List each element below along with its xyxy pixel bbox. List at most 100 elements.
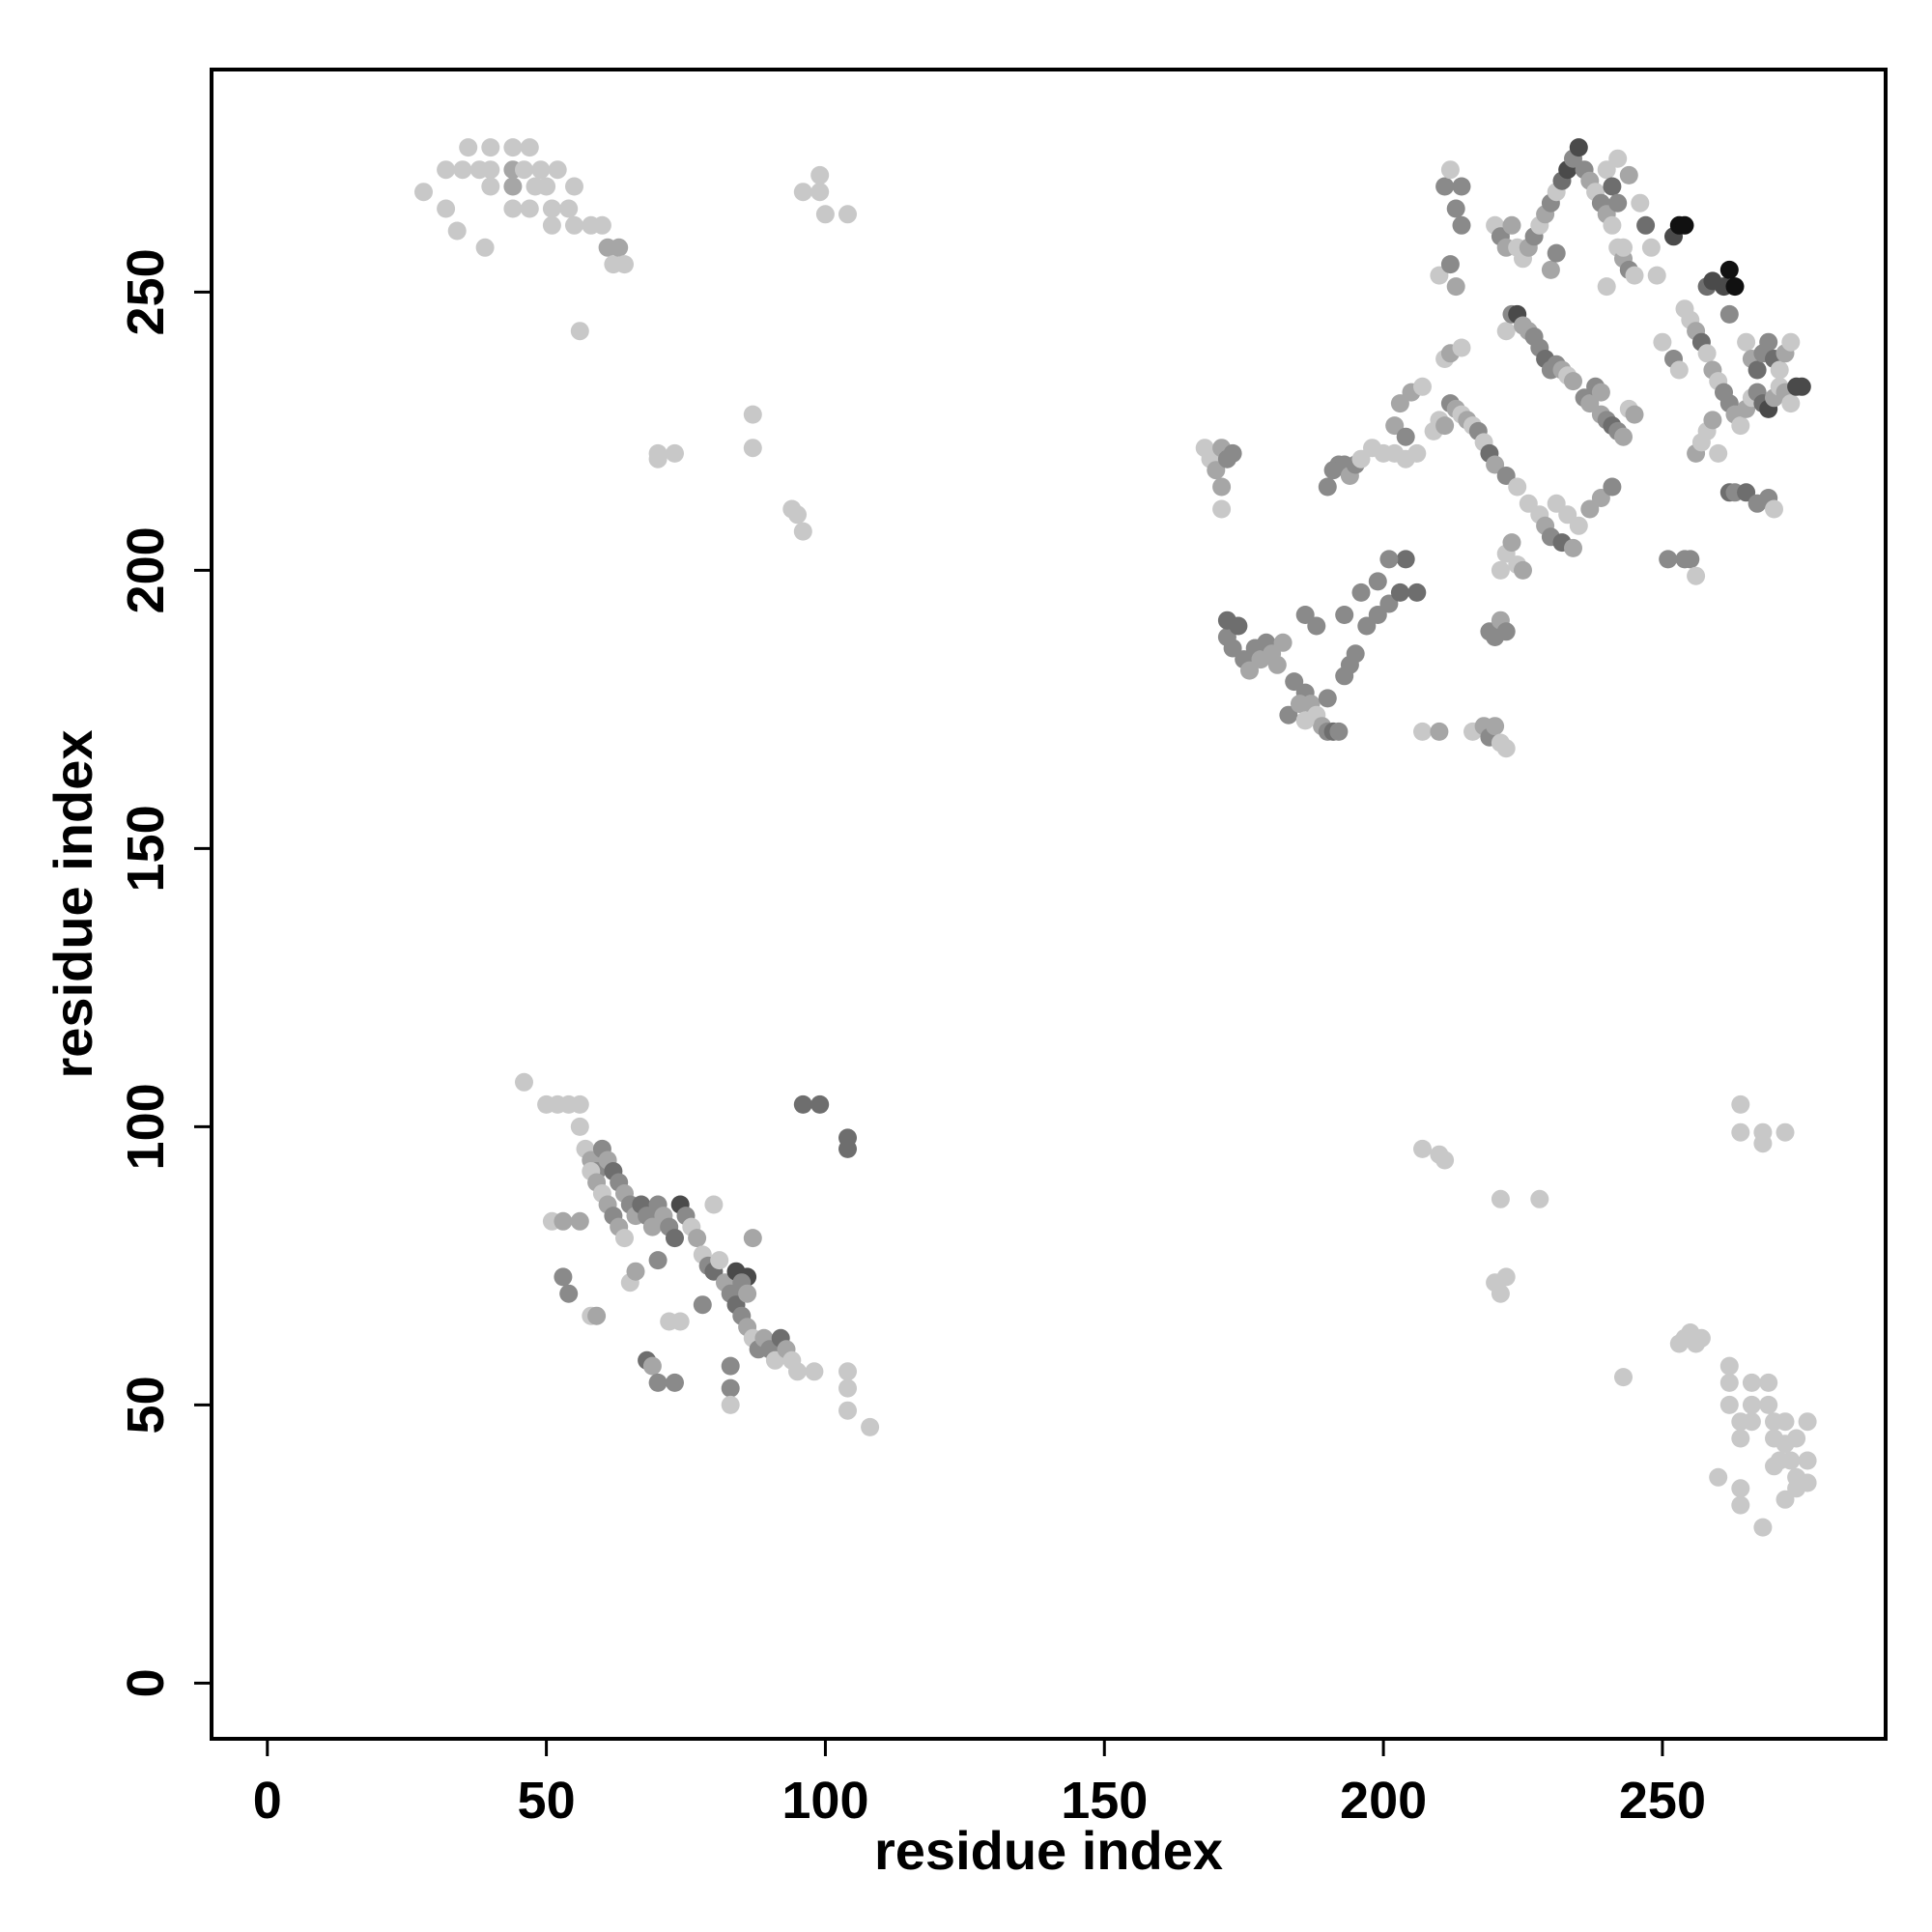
data-point [1430, 266, 1449, 285]
data-point [1647, 266, 1666, 285]
data-point [565, 215, 583, 235]
data-point [1390, 394, 1409, 413]
data-point [1737, 332, 1756, 352]
data-point [1486, 455, 1505, 474]
data-point [1653, 332, 1672, 352]
y-axis-title: residue index [43, 729, 103, 1078]
data-point [1496, 622, 1516, 641]
data-point [1502, 215, 1521, 235]
x-tick-label: 0 [253, 1772, 282, 1830]
data-point [1547, 243, 1566, 263]
data-point [642, 1217, 662, 1236]
data-point [475, 238, 495, 257]
data-point [861, 1417, 880, 1436]
x-tick-label: 50 [518, 1772, 576, 1830]
data-point [1440, 160, 1460, 180]
data-point [1491, 1189, 1510, 1208]
data-point [648, 1373, 668, 1392]
data-point [1318, 477, 1337, 497]
data-point [1742, 1373, 1761, 1392]
data-point [721, 1378, 740, 1398]
data-point [1681, 550, 1700, 569]
data-point [1240, 661, 1259, 680]
data-point [1608, 149, 1628, 168]
data-point [1564, 538, 1582, 557]
data-point [1212, 499, 1232, 519]
data-point [1591, 489, 1610, 507]
data-point [1564, 372, 1582, 391]
data-point [1580, 394, 1600, 413]
data-point [1747, 360, 1767, 380]
data-point [743, 1229, 762, 1248]
data-point [1273, 633, 1293, 652]
data-point [1787, 1429, 1806, 1448]
data-point [1725, 277, 1745, 297]
data-point [1608, 193, 1628, 213]
data-point [1597, 160, 1616, 180]
data-point [1597, 277, 1616, 297]
data-point [615, 1229, 634, 1248]
data-point [1770, 360, 1789, 380]
data-point [1731, 1122, 1750, 1142]
data-point [1407, 443, 1427, 463]
data-point [1719, 1373, 1739, 1392]
data-point [788, 1362, 807, 1381]
data-point [559, 1284, 579, 1303]
data-point [1329, 722, 1349, 741]
data-point [838, 205, 857, 224]
y-tick-label: 50 [117, 1376, 175, 1434]
data-point [1307, 616, 1326, 636]
data-point [838, 1401, 857, 1420]
data-point [503, 199, 523, 218]
data-point [693, 1295, 712, 1315]
x-tick-label: 100 [781, 1772, 868, 1830]
data-point [1396, 427, 1415, 446]
data-point [1430, 722, 1449, 741]
x-axis-title: residue index [874, 1820, 1223, 1881]
data-point [1603, 477, 1622, 497]
data-point [570, 1094, 589, 1114]
data-point [515, 160, 533, 180]
data-point [503, 177, 523, 196]
data-point [1435, 1151, 1455, 1170]
data-point [1452, 215, 1471, 235]
data-point [414, 183, 433, 202]
x-tick-label: 150 [1061, 1772, 1148, 1830]
data-point [481, 177, 500, 196]
data-point [721, 1395, 740, 1414]
data-point [1719, 1356, 1739, 1376]
data-point [1781, 332, 1801, 352]
data-point [1709, 443, 1728, 463]
data-point [743, 439, 762, 458]
data-point [793, 1094, 812, 1114]
data-point [565, 177, 583, 196]
data-point [743, 405, 762, 424]
data-point [1731, 1094, 1750, 1114]
data-point [1603, 177, 1622, 196]
data-point [537, 177, 556, 196]
data-point [810, 183, 830, 202]
data-point [1496, 322, 1516, 341]
data-point [481, 138, 500, 157]
data-point [559, 199, 579, 218]
y-tick-label: 150 [117, 805, 175, 892]
data-point [1731, 1495, 1750, 1515]
data-point [1691, 1328, 1711, 1348]
data-point [1558, 505, 1577, 525]
data-point [1742, 1412, 1761, 1432]
y-tick-label: 250 [117, 248, 175, 335]
data-point [503, 138, 523, 157]
data-point [542, 215, 561, 235]
data-point [721, 1356, 740, 1376]
data-point [481, 160, 500, 180]
data-point [1765, 1457, 1783, 1476]
data-point [570, 322, 589, 341]
data-point [1792, 377, 1811, 396]
data-point [688, 1229, 707, 1248]
data-point [1781, 1451, 1801, 1470]
data-point [1346, 644, 1365, 664]
data-point [1731, 416, 1750, 436]
data-point [710, 1251, 729, 1270]
data-point [1486, 717, 1505, 736]
